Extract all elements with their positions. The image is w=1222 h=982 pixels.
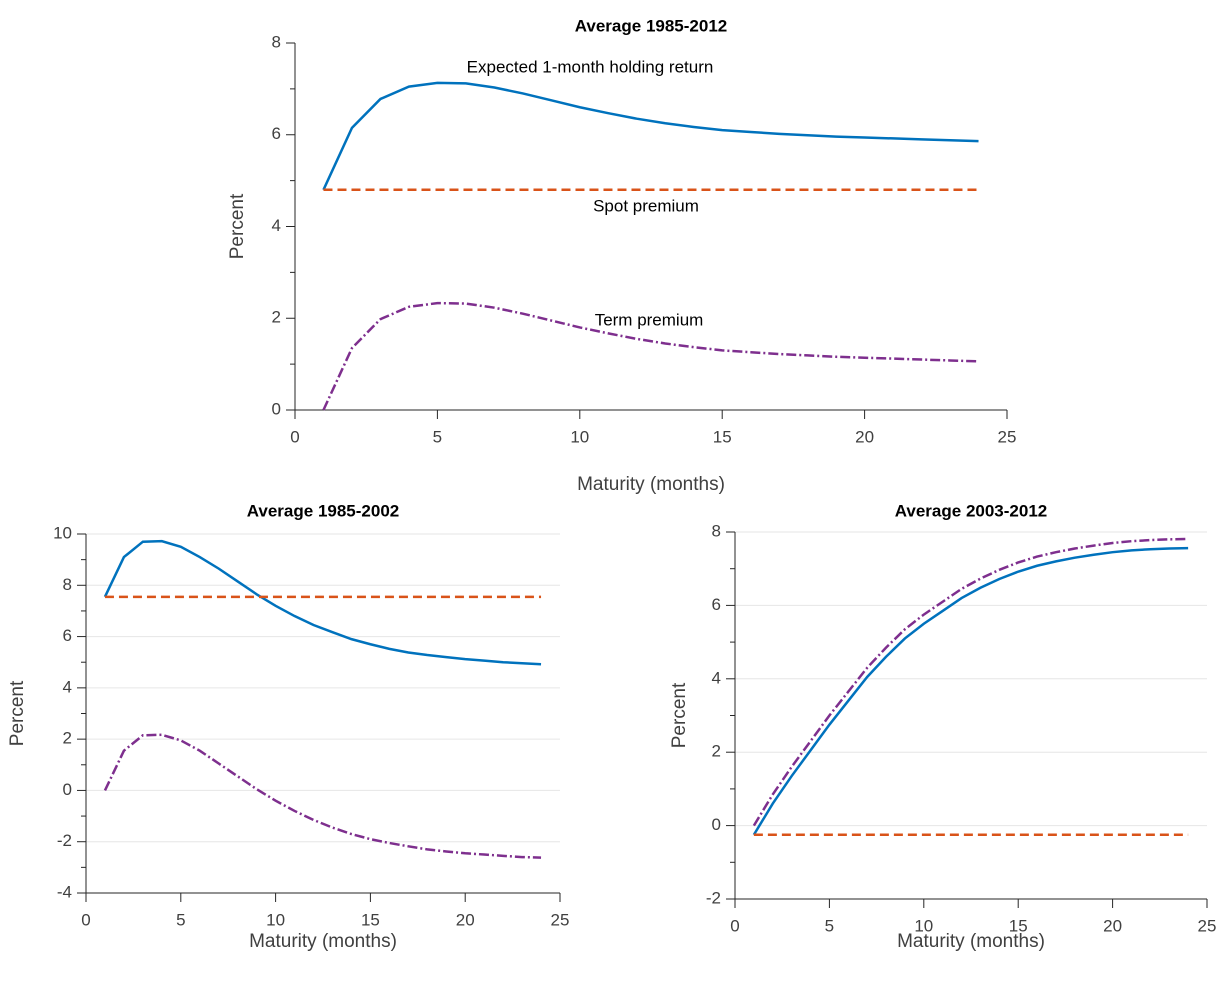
- y-axis-label: Percent: [7, 680, 28, 746]
- x-tick-label: 0: [730, 916, 739, 935]
- y-tick-label: 0: [63, 780, 72, 799]
- x-tick-label: 15: [713, 427, 732, 446]
- x-tick-label: 20: [1103, 916, 1122, 935]
- series-line: [103, 539, 542, 666]
- x-axis-label: Maturity (months): [897, 931, 1045, 952]
- y-tick-label: 8: [63, 575, 72, 594]
- y-axis-label: Percent: [669, 682, 690, 748]
- chart-title: Average 1985-2002: [247, 501, 400, 520]
- x-axis-label: Maturity (months): [577, 474, 725, 495]
- y-tick-label: 0: [712, 815, 721, 834]
- subplot: -2 0 2 4 6 8 0 5 10 15 20 25 Average 2003-2012 Maturi…: [669, 501, 1216, 952]
- y-tick-label: -2: [706, 888, 721, 907]
- x-tick-label: 25: [1198, 916, 1217, 935]
- y-tick-label: 8: [712, 521, 721, 540]
- x-tick-label: 15: [361, 910, 380, 929]
- y-tick-label: 2: [63, 729, 72, 748]
- x-tick-label: 5: [433, 427, 442, 446]
- series-line: [752, 537, 1189, 827]
- chart-title: Average 2003-2012: [895, 501, 1048, 520]
- y-tick-label: 2: [272, 308, 281, 327]
- series-line: [322, 81, 979, 191]
- line-label: Spot premium: [593, 196, 699, 215]
- x-tick-label: 25: [551, 910, 570, 929]
- y-tick-label: 6: [272, 124, 281, 143]
- x-tick-label: 10: [570, 427, 589, 446]
- y-tick-label: 2: [712, 742, 721, 761]
- series-line: [752, 546, 1189, 836]
- y-tick-label: 10: [53, 523, 72, 542]
- y-tick-label: 8: [272, 32, 281, 51]
- x-tick-label: 5: [176, 910, 185, 929]
- x-tick-label: 0: [81, 910, 90, 929]
- y-tick-label: 0: [272, 399, 281, 418]
- x-tick-label: 25: [998, 427, 1017, 446]
- y-axis-label: Percent: [227, 193, 248, 259]
- y-tick-label: 4: [272, 216, 281, 235]
- series-line: [103, 733, 542, 859]
- x-axis-label: Maturity (months): [249, 931, 397, 952]
- subplot: -4 -2 0 2 4 6 8 10 0 5 10 15 20 25 Average 1985-2002 Ma…: [7, 501, 569, 952]
- subplot: 0 2 4 6 8 0 5 10 15 20 25 Expected 1-month holding …: [227, 16, 1016, 495]
- line-label: Expected 1-month holding return: [467, 57, 714, 76]
- y-tick-label: -2: [57, 831, 72, 850]
- y-tick-label: 4: [63, 677, 72, 696]
- x-tick-label: 0: [290, 427, 299, 446]
- line-label: Term premium: [595, 310, 704, 329]
- x-tick-label: 15: [1009, 916, 1028, 935]
- x-tick-label: 10: [914, 916, 933, 935]
- y-tick-label: 4: [712, 668, 721, 687]
- y-tick-label: 6: [63, 626, 72, 645]
- x-tick-label: 20: [855, 427, 874, 446]
- x-tick-label: 10: [266, 910, 285, 929]
- chart-title: Average 1985-2012: [575, 16, 728, 35]
- x-tick-label: 5: [825, 916, 834, 935]
- x-tick-label: 20: [456, 910, 475, 929]
- series-line: [322, 301, 979, 411]
- y-tick-label: -4: [57, 882, 72, 901]
- y-tick-label: 6: [712, 595, 721, 614]
